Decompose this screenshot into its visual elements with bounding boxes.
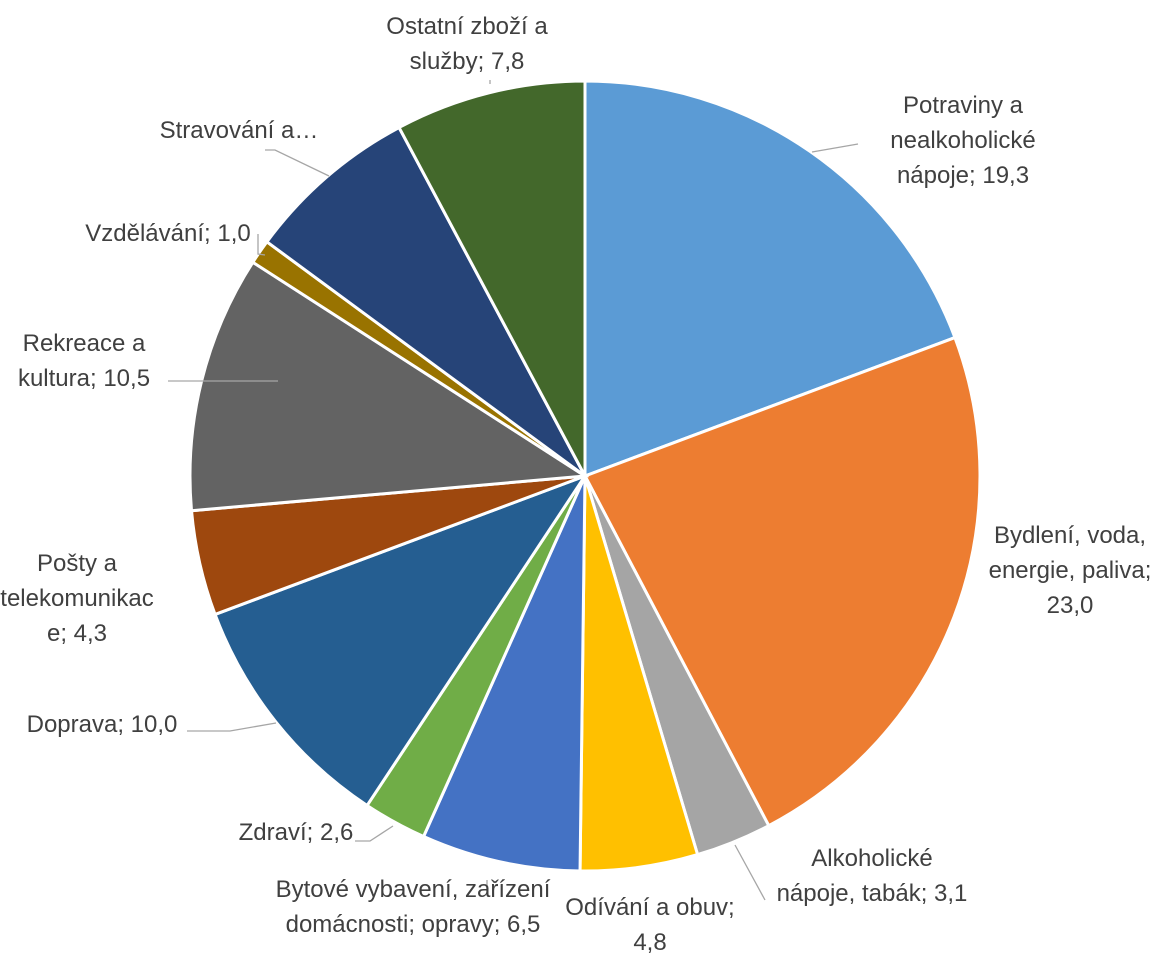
pie-slice-2 [582,335,982,828]
data-label-line: domácnosti; opravy; 6,5 [286,911,541,938]
data-label-line: kultura; 10,5 [18,365,150,392]
label-leader-lines [168,80,859,901]
data-label-line: Rekreace a [23,330,146,357]
leader-line-1 [811,143,859,153]
data-label-11: Stravování a… [160,117,319,144]
data-label-line: nápoje; 19,3 [897,162,1029,189]
data-label-line: Pošty a [37,550,118,577]
data-label-line: Bydlení, voda, [994,522,1146,549]
data-label-line: e; 4,3 [47,620,107,647]
pie-slice-7 [213,472,589,808]
data-label-line: Zdraví; 2,6 [239,819,354,846]
leader-line-11 [265,149,330,177]
data-label-line: Ostatní zboží a [386,13,548,40]
data-labels: Potraviny a nealkoholické nápoje; 19,3 Bydl… [0,13,1151,954]
data-label-5: Bytové vybavení, zařízení domácnosti; opr… [276,876,551,938]
data-label-8: Pošty a telekomunikac e; 4,3 [0,550,153,647]
data-label-9: Rekreace a kultura; 10,5 [18,330,150,392]
data-label-line: telekomunikac [0,585,153,612]
data-label-6: Zdraví; 2,6 [239,819,354,846]
pie-slice-1 [583,79,957,479]
pie-slice-12 [397,79,587,477]
pie-slice-11 [264,125,587,478]
data-label-4: Odívání a obuv; 4,8 [565,894,734,954]
data-label-line: 4,8 [633,929,666,954]
data-label-12: Ostatní zboží a služby; 7,8 [386,13,548,75]
data-label-line: Stravování a… [160,117,319,144]
pie-slice-5 [421,475,587,873]
leader-line-7 [187,722,277,732]
leader-line-6 [355,825,394,842]
data-label-line: služby; 7,8 [410,48,525,75]
data-label-1: Potraviny a nealkoholické nápoje; 19,3 [890,92,1035,189]
data-label-line: Doprava; 10,0 [27,711,178,738]
data-label-line: energie, paliva; [989,557,1152,584]
data-label-3: Alkoholické nápoje, tabák; 3,1 [777,845,968,907]
pie-slices [188,79,982,873]
leader-line-3 [734,844,766,901]
leader-line-10 [257,234,266,256]
data-label-line: Alkoholické [811,845,932,872]
data-label-line: Odívání a obuv; [565,894,734,921]
data-label-line: 23,0 [1047,592,1094,619]
data-label-line: Vzdělávání; 1,0 [85,220,250,247]
data-label-2: Bydlení, voda, energie, paliva; 23,0 [989,522,1152,619]
data-label-10: Vzdělávání; 1,0 [85,220,250,247]
data-label-line: Bytové vybavení, zařízení [276,876,551,903]
data-label-line: nápoje, tabák; 3,1 [777,880,968,907]
data-label-line: nealkoholické [890,127,1035,154]
data-label-7: Doprava; 10,0 [27,711,178,738]
data-label-line: Potraviny a [903,92,1024,119]
